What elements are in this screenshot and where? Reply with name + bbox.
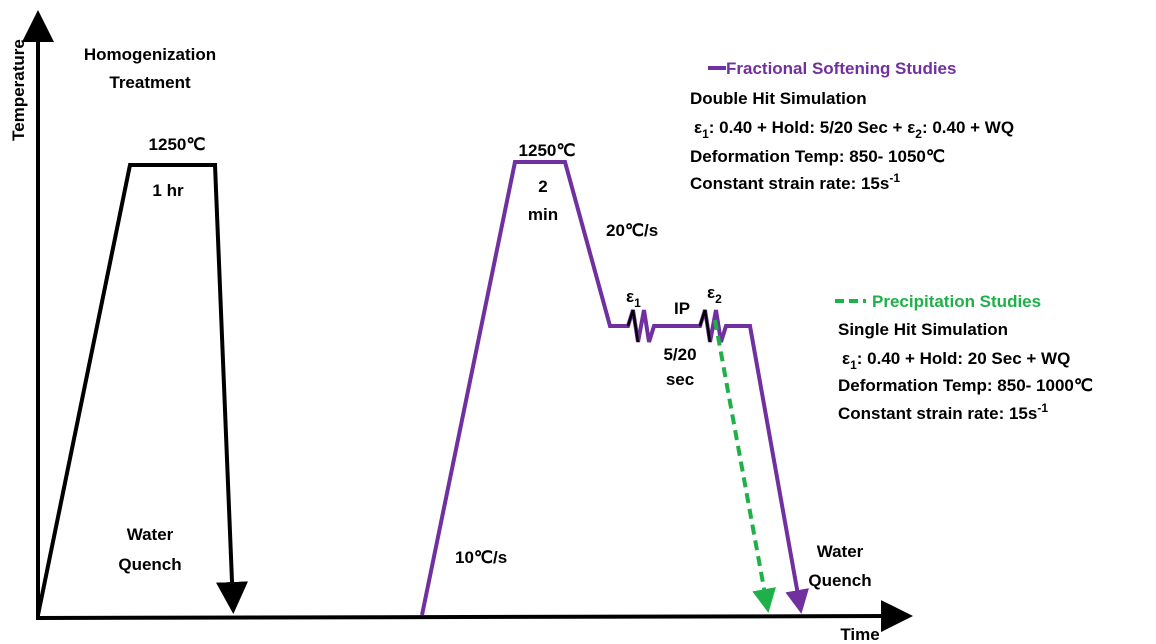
label: 5/20 bbox=[663, 345, 696, 364]
legend-line: Double Hit Simulation bbox=[690, 89, 867, 108]
x-axis bbox=[35, 600, 913, 633]
text: -1 bbox=[1037, 401, 1048, 415]
label: 10℃/s bbox=[455, 548, 507, 567]
text: : 0.40 + Hold: 5/20 Sec + ε bbox=[709, 118, 916, 137]
label: Quench bbox=[118, 555, 181, 574]
label: sec bbox=[666, 370, 694, 389]
legend-line: Single Hit Simulation bbox=[838, 320, 1008, 339]
legend-label: Precipitation Studies bbox=[872, 292, 1041, 311]
label: Treatment bbox=[109, 73, 191, 92]
label: 2 bbox=[538, 177, 547, 196]
legend-line: ε1: 0.40 + Hold: 20 Sec + WQ bbox=[842, 349, 1070, 372]
legend-line: Constant strain rate: 15s-1 bbox=[838, 401, 1048, 423]
label: Water bbox=[127, 525, 174, 544]
axes bbox=[22, 10, 913, 633]
deformation-marks bbox=[626, 309, 712, 343]
text: ε bbox=[694, 118, 702, 137]
legend-line: ε1: 0.40 + Hold: 5/20 Sec + ε2: 0.40 + W… bbox=[694, 118, 1014, 141]
label: ε bbox=[626, 287, 634, 306]
label: Homogenization bbox=[84, 45, 216, 64]
y-label: Temperature bbox=[9, 39, 28, 141]
text: -1 bbox=[889, 171, 900, 185]
homogenization-profile bbox=[36, 163, 249, 616]
label: Water bbox=[817, 542, 864, 561]
label: ε2 bbox=[707, 283, 722, 306]
legend-line: Constant strain rate: 15s-1 bbox=[690, 171, 900, 193]
text: : 0.40 + Hold: 20 Sec + WQ bbox=[857, 349, 1071, 368]
label: 1 bbox=[634, 296, 641, 310]
label: ε bbox=[707, 283, 715, 302]
precipitation-path bbox=[713, 319, 776, 613]
label: min bbox=[528, 205, 558, 224]
text: 2 bbox=[915, 127, 922, 141]
thermomechanical-profile bbox=[420, 160, 810, 616]
label: 20℃/s bbox=[606, 221, 658, 240]
label: IP bbox=[674, 299, 690, 318]
label: 1250℃ bbox=[149, 135, 206, 154]
label: Quench bbox=[808, 571, 871, 590]
legend-label: Fractional Softening Studies bbox=[726, 59, 956, 78]
label: 1 hr bbox=[152, 181, 184, 200]
label: 2 bbox=[715, 292, 722, 306]
text: 1 bbox=[702, 127, 709, 141]
text: : 0.40 + WQ bbox=[922, 118, 1014, 137]
legend-line: Deformation Temp: 850- 1050℃ bbox=[690, 147, 945, 166]
label: ε1 bbox=[626, 287, 641, 310]
text: ε bbox=[842, 349, 850, 368]
text: Constant strain rate: 15s bbox=[838, 404, 1037, 423]
text: 1 bbox=[850, 358, 857, 372]
legend: Fractional Softening Studies Double Hit … bbox=[690, 59, 1093, 423]
x-label: Time bbox=[840, 625, 879, 644]
label: 1250℃ bbox=[519, 141, 576, 160]
text: Constant strain rate: 15s bbox=[690, 174, 889, 193]
legend-line: Deformation Temp: 850- 1000℃ bbox=[838, 376, 1093, 395]
